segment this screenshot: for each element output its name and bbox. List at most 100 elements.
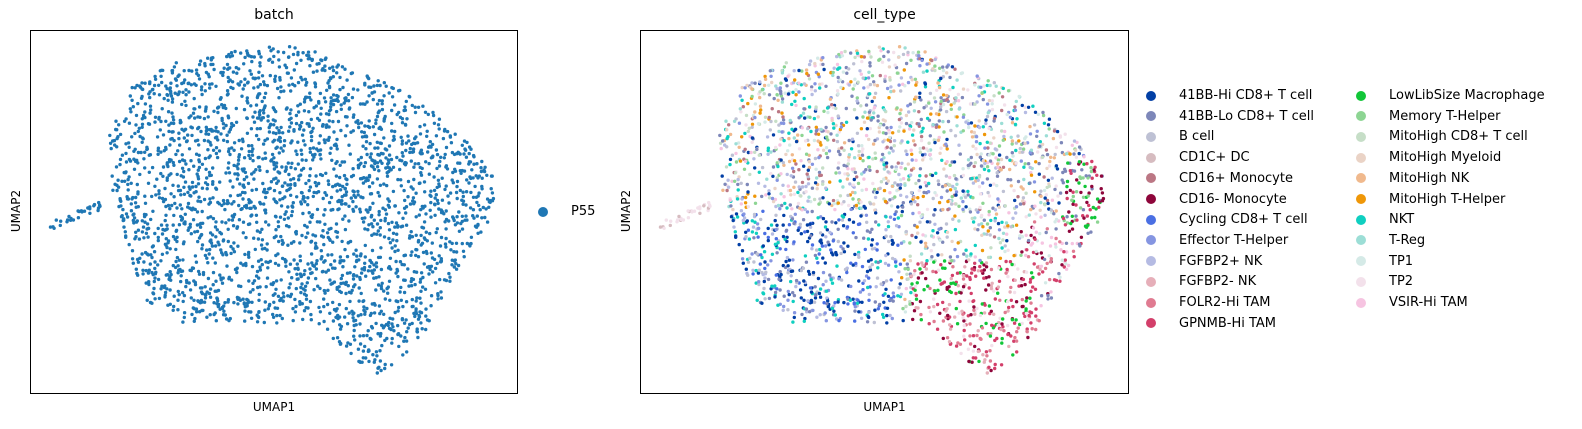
data-point [977, 175, 982, 179]
data-point [414, 253, 418, 258]
data-point [736, 188, 740, 192]
data-point [945, 93, 949, 98]
data-point [1077, 151, 1081, 156]
data-point [146, 122, 151, 126]
data-point [1003, 225, 1007, 229]
data-point [814, 293, 818, 297]
data-point [344, 344, 349, 348]
data-point [1037, 272, 1041, 276]
data-point [969, 252, 973, 256]
data-point [871, 181, 875, 186]
data-point [220, 220, 224, 224]
data-point [825, 302, 829, 306]
data-point [746, 150, 751, 155]
data-point [470, 168, 474, 172]
data-point [416, 335, 420, 340]
data-point [792, 169, 796, 174]
data-point [226, 75, 230, 80]
data-point [814, 132, 818, 136]
data-point [141, 272, 145, 276]
data-point [346, 99, 351, 103]
data-point [282, 295, 286, 299]
data-point [1046, 123, 1051, 127]
data-point [953, 186, 957, 191]
data-point [163, 290, 168, 295]
data-point [198, 286, 203, 290]
data-point [226, 166, 230, 170]
data-point [247, 255, 251, 259]
data-point [933, 140, 937, 145]
data-point [940, 281, 945, 285]
data-point [339, 276, 343, 281]
data-point [378, 183, 383, 187]
data-point [946, 313, 950, 318]
data-point [180, 166, 185, 170]
data-point [936, 81, 940, 85]
data-point [411, 196, 416, 200]
data-point [896, 161, 900, 165]
data-point [331, 240, 335, 244]
data-point [860, 59, 864, 64]
data-point [809, 88, 814, 92]
data-point [852, 107, 857, 112]
data-point [365, 306, 369, 311]
data-point [901, 205, 905, 209]
data-point [1006, 89, 1011, 93]
data-point [368, 155, 372, 159]
data-point [1054, 209, 1058, 213]
data-point [181, 320, 185, 324]
data-point [151, 244, 155, 248]
data-point [203, 82, 207, 86]
data-point [193, 207, 197, 212]
data-point [925, 69, 929, 73]
data-point [402, 188, 406, 193]
data-point [1013, 198, 1017, 203]
data-point [465, 178, 469, 182]
data-point [780, 111, 784, 115]
data-point [889, 146, 893, 150]
data-point [336, 313, 340, 318]
data-point [766, 235, 770, 240]
data-point [995, 171, 999, 175]
data-point [818, 247, 822, 252]
data-point [274, 165, 279, 169]
data-point [885, 321, 889, 325]
data-point [934, 193, 939, 197]
data-point [1079, 235, 1084, 239]
data-point [1022, 177, 1026, 182]
panel1-plot-frame [30, 30, 518, 394]
data-point [1006, 299, 1010, 304]
data-point [202, 300, 207, 304]
data-point [982, 263, 986, 267]
data-point [378, 141, 382, 145]
data-point [829, 248, 833, 252]
data-point [901, 177, 906, 181]
data-point [1001, 317, 1005, 321]
data-point [724, 119, 728, 123]
data-point [749, 150, 753, 155]
data-point [879, 49, 883, 53]
data-point [746, 190, 750, 194]
data-point [372, 167, 377, 172]
data-point [348, 342, 353, 346]
data-point [398, 260, 403, 264]
data-point [1045, 261, 1049, 266]
data-point [283, 63, 287, 67]
data-point [394, 221, 399, 225]
data-point [249, 200, 253, 204]
data-point [803, 230, 807, 234]
data-point [363, 161, 368, 165]
data-point [260, 238, 265, 242]
data-point [435, 152, 440, 157]
data-point [317, 141, 321, 145]
data-point [967, 258, 971, 262]
data-point [377, 126, 381, 131]
data-point [1050, 198, 1055, 202]
data-point [734, 234, 738, 238]
data-point [973, 255, 977, 259]
data-point [340, 202, 344, 206]
data-point [944, 109, 949, 114]
data-point [152, 279, 156, 284]
data-point [444, 209, 448, 213]
data-point [236, 193, 240, 198]
